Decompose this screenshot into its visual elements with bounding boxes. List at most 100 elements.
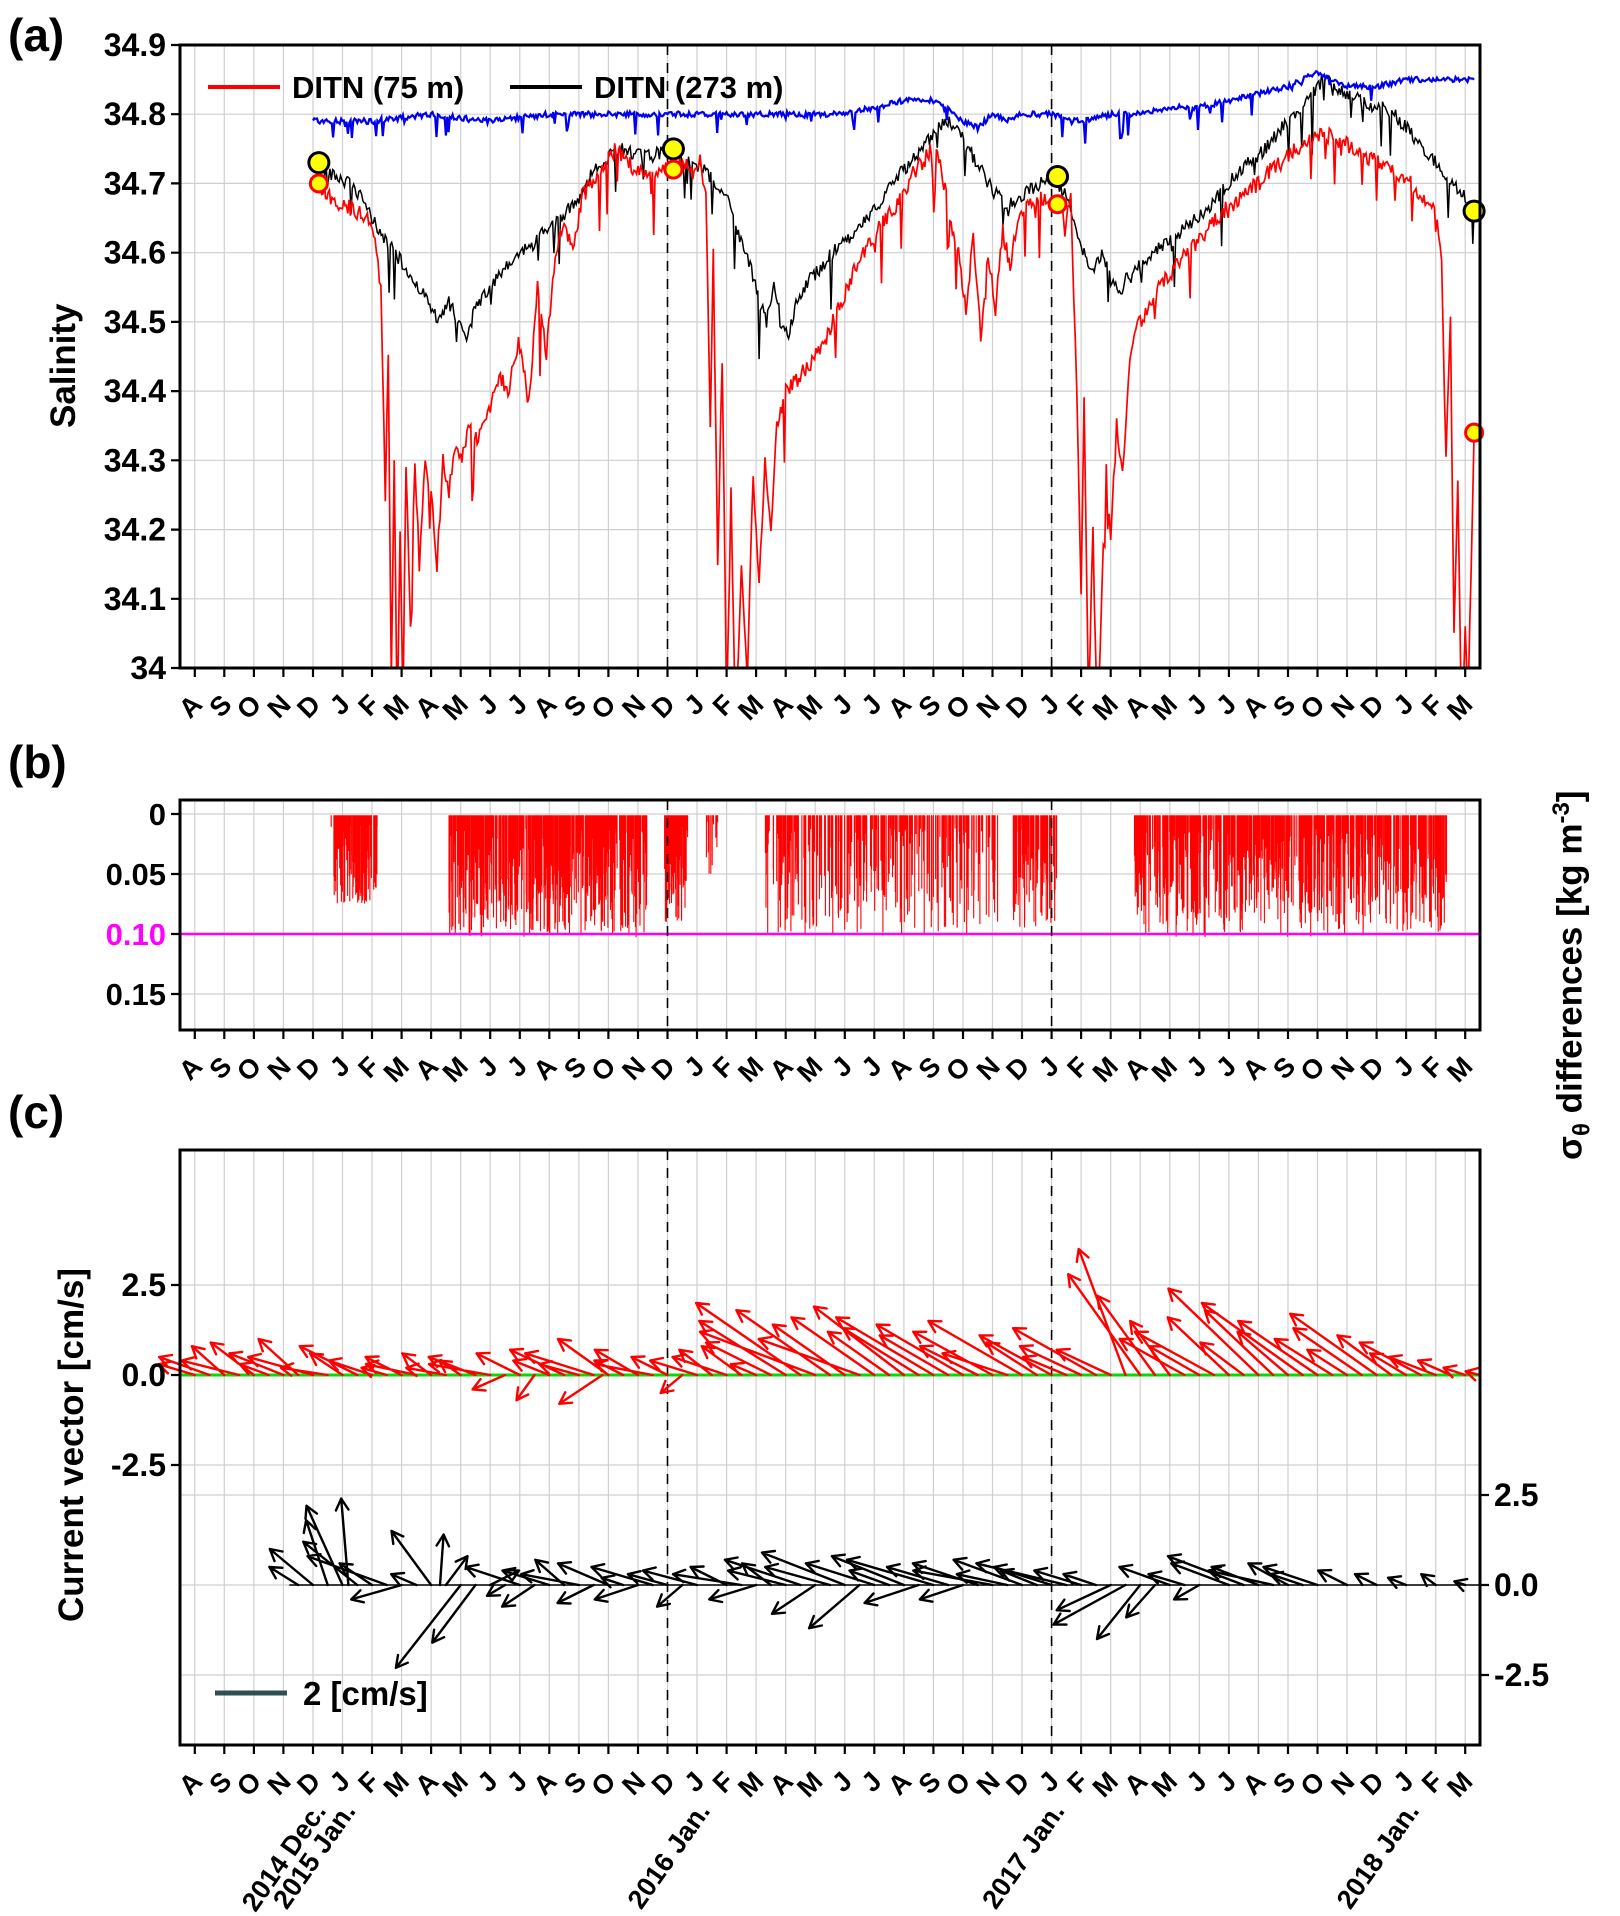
december-marker-black [1046,165,1069,189]
svg-text:J: J [826,1766,858,1798]
x-ticks [193,668,1467,677]
sigma-ytick-labels: 0 0.05 0.10 0.15 [106,797,166,1012]
svg-text:J: J [826,689,858,721]
panel-a-letter: (a) [8,9,65,61]
svg-text:J: J [1388,1051,1420,1083]
svg-text:2017 Jan.: 2017 Jan. [976,1797,1070,1914]
svg-text:O: O [231,1051,267,1087]
svg-text:J: J [501,689,533,721]
svg-text:34: 34 [130,650,166,686]
svg-text:J: J [678,1766,710,1798]
svg-text:2.5: 2.5 [122,1267,166,1303]
svg-text:M: M [732,689,769,726]
svg-text:J: J [1033,1051,1065,1083]
svg-text:D: D [291,1766,326,1801]
svg-text:O: O [586,1051,622,1087]
current-vector-panel: 2 [cm/s]2.50.0-2.52.50.0-2.5ASONDJFMAMJJ… [111,1148,1549,1916]
line-blue-unlabeled- [312,69,1475,144]
y-ticks [171,43,180,670]
svg-text:M: M [1087,689,1124,726]
current-vectors-75-m [157,1247,1482,1405]
svg-text:J: J [1181,689,1213,721]
svg-text:34.1: 34.1 [104,581,166,617]
december-marker-black [661,137,685,161]
svg-text:34.2: 34.2 [104,512,166,548]
svg-text:D: D [1000,689,1035,724]
sigma-theta-panel: 00.050.100.15ASONDJFMAMJJASONDJFMAMJJASO… [106,797,1482,1088]
scale-legend: 2 [cm/s] [215,1675,428,1712]
svg-text:D: D [1355,1766,1390,1801]
panel-b-letter: (b) [8,736,67,788]
svg-text:M: M [437,689,474,726]
svg-text:2.5: 2.5 [1494,1477,1538,1513]
svg-text:M: M [1146,1766,1183,1803]
svg-text:D: D [1000,1766,1035,1801]
svg-text:N: N [971,1051,1006,1086]
svg-text:34.8: 34.8 [104,96,166,132]
gridlines [180,1150,1480,1745]
svg-text:34.4: 34.4 [104,373,166,409]
svg-text:J: J [472,1051,504,1083]
svg-text:D: D [646,1766,681,1801]
svg-text:N: N [616,1051,651,1086]
svg-text:M: M [732,1051,769,1088]
svg-text:J: J [1388,1766,1420,1798]
svg-text:J: J [1210,1051,1242,1083]
svg-text:M: M [437,1766,474,1803]
salinity-series [312,69,1475,668]
svg-text:A: A [1237,1766,1272,1801]
svg-text:J: J [324,1051,356,1083]
vector-ytick-labels: 2.5 0.0 -2.5 2.5 0.0 -2.5 [111,1267,1549,1693]
svg-text:J: J [1181,1766,1213,1798]
svg-text:-2.5: -2.5 [1494,1657,1549,1693]
svg-text:M: M [791,1051,828,1088]
svg-text:J: J [472,689,504,721]
december-marker-red [1464,422,1485,443]
svg-text:M: M [1087,1766,1124,1803]
svg-text:O: O [586,1766,622,1802]
svg-text:N: N [971,1766,1006,1801]
svg-text:J: J [1388,689,1420,721]
svg-text:0.15: 0.15 [106,977,166,1012]
svg-text:34.9: 34.9 [104,27,166,63]
svg-text:J: J [501,1051,533,1083]
svg-text:2018 Jan.: 2018 Jan. [1331,1797,1425,1914]
axes-frame [178,43,1482,670]
svg-text:N: N [262,689,297,724]
x-ticks [193,1745,1467,1754]
svg-text:N: N [1325,689,1360,724]
line-ditn-75-m- [312,126,1475,668]
month-tick-labels: ASONDJFMAMJJASONDJFMAMJJASONDJFMAMJJASON… [173,689,1478,726]
month-tick-labels: ASONDJFMAMJJASONDJFMAMJJASONDJFMAMJJASON… [173,1766,1478,1803]
december-marker-black [307,151,331,175]
svg-text:34.5: 34.5 [104,304,166,340]
svg-text:34.7: 34.7 [104,165,166,201]
svg-text:N: N [262,1051,297,1086]
sigma-difference-spikes [330,815,1448,938]
svg-text:M: M [378,689,415,726]
svg-text:J: J [1210,689,1242,721]
december-marker-red [1047,194,1068,215]
svg-text:O: O [586,689,622,725]
svg-text:J: J [1210,1766,1242,1798]
axes-frame [178,798,1482,1032]
svg-text:O: O [940,1051,976,1087]
month-tick-labels: ASONDJFMAMJJASONDJFMAMJJASONDJFMAMJJASON… [173,1051,1478,1088]
svg-text:J: J [678,1051,710,1083]
december-marker-red [663,159,684,180]
svg-text:D: D [1355,1051,1390,1086]
svg-text:0.05: 0.05 [106,857,166,892]
svg-text:A: A [882,1051,917,1086]
svg-text:M: M [378,1766,415,1803]
svg-text:N: N [262,1766,297,1801]
axes-frame [178,1148,1482,1747]
svg-text:A: A [173,689,208,724]
svg-text:A: A [528,1766,563,1801]
gridlines [180,44,1480,669]
svg-text:D: D [291,689,326,724]
december-marker-red [308,173,329,194]
svg-text:A: A [528,1051,563,1086]
svg-text:A: A [173,1766,208,1801]
svg-text:J: J [472,1766,504,1798]
svg-text:J: J [856,1766,888,1798]
